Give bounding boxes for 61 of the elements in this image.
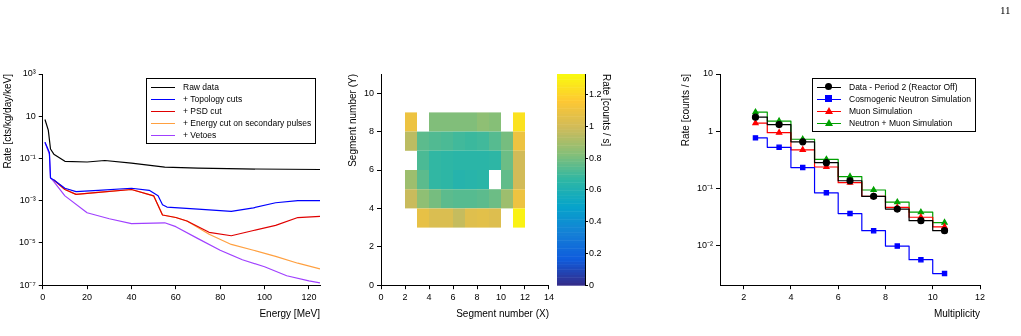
x-tick-label: 4 [426, 292, 432, 303]
color-bar-label: 0 [589, 279, 595, 290]
x-tick-label: 4 [788, 292, 794, 303]
x-tick-label: 100 [257, 292, 273, 303]
x-axis-title: Energy [MeV] [259, 307, 321, 319]
color-bar-label: 1.2 [589, 89, 602, 100]
y-axis-title: Segment number (Y) [346, 74, 358, 167]
y-tick-label: 10⁻⁵ [18, 237, 36, 248]
color-bar-label: 0.2 [589, 247, 602, 258]
y-tick-label: 8 [369, 126, 375, 137]
legend-label: + Topology cuts [183, 93, 243, 105]
x-tick-label: 10 [927, 292, 938, 303]
legend-label: + PSD cut [183, 105, 222, 117]
x-tick-label: 12 [974, 292, 986, 303]
x-tick-label: 40 [126, 292, 137, 303]
color-bar-label: 0.4 [589, 216, 602, 227]
y-tick-label: 2 [369, 241, 375, 252]
x-tick-label: 20 [82, 292, 93, 303]
legend-label: Cosmogenic Neutron Simulation [849, 93, 971, 105]
legend-label: + Vetoes [183, 129, 217, 141]
legend-label: Neutron + Muon Simulation [849, 117, 953, 129]
x-tick-label: 120 [301, 292, 317, 303]
x-tick-label: 60 [170, 292, 181, 303]
color-bar-title: Rate [counts / s] [601, 74, 613, 147]
legend-label: Muon Simulation [849, 105, 913, 117]
x-tick-label: 12 [519, 292, 530, 303]
y-tick-label: 10³ [22, 68, 36, 79]
x-tick-label: 0 [40, 292, 46, 303]
y-tick-label: 10⁻³ [19, 195, 36, 206]
color-bar-label: 1 [589, 120, 595, 131]
color-bar-label: 0.8 [589, 152, 602, 163]
text: 11 [1000, 4, 1011, 16]
y-tick-label: 10 [702, 68, 714, 79]
x-axis-title: Multiplicity [933, 307, 980, 319]
x-tick-label: 2 [402, 292, 408, 303]
y-axis-title: Rate [cts/kg/day/keV] [1, 73, 13, 169]
x-tick-label: 80 [215, 292, 226, 303]
x-tick-label: 6 [450, 292, 456, 303]
x-tick-label: 6 [835, 292, 841, 303]
legend-label: Raw data [183, 81, 219, 93]
y-tick-label: 6 [369, 164, 375, 175]
y-tick-label: 10⁻¹ [19, 152, 36, 163]
y-tick-label: 1 [707, 125, 714, 136]
y-tick-label: 4 [369, 202, 375, 213]
y-tick-label: 10⁻⁷ [19, 279, 36, 290]
y-axis-title: Rate [counts / s] [679, 73, 691, 147]
y-tick-label: 0 [369, 279, 375, 290]
x-tick-label: 10 [495, 292, 507, 303]
y-tick-label: 10 [364, 87, 375, 98]
x-tick-label: 8 [882, 292, 888, 303]
legend-label: Data - Period 2 (Reactor Off) [849, 81, 958, 93]
x-tick-label: 2 [741, 292, 747, 303]
y-tick-label: 10 [25, 110, 36, 121]
color-bar-label: 0.6 [589, 184, 602, 195]
x-axis-title: Segment number (X) [456, 307, 549, 319]
x-tick-label: 14 [543, 292, 554, 303]
x-tick-label: 8 [474, 292, 480, 303]
legend-label: + Energy cut on secondary pulses [183, 117, 312, 129]
y-tick-label: 10⁻² [696, 239, 714, 250]
y-tick-label: 10⁻¹ [696, 182, 714, 193]
x-tick-label: 0 [378, 292, 384, 303]
